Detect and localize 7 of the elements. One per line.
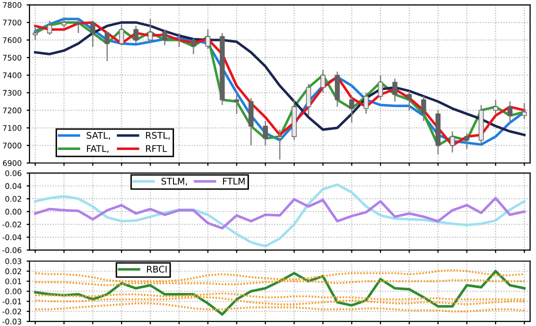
- legend-label: STLM,: [162, 178, 187, 186]
- legend-label: FTLM: [223, 178, 245, 184]
- legend-label: RBCI: [147, 266, 167, 273]
- legend-label: SATL,: [86, 132, 110, 140]
- legend-label: FATL,: [86, 145, 108, 153]
- legend-label: RFTL: [146, 145, 168, 152]
- legend-label: RSTL,: [146, 132, 170, 140]
